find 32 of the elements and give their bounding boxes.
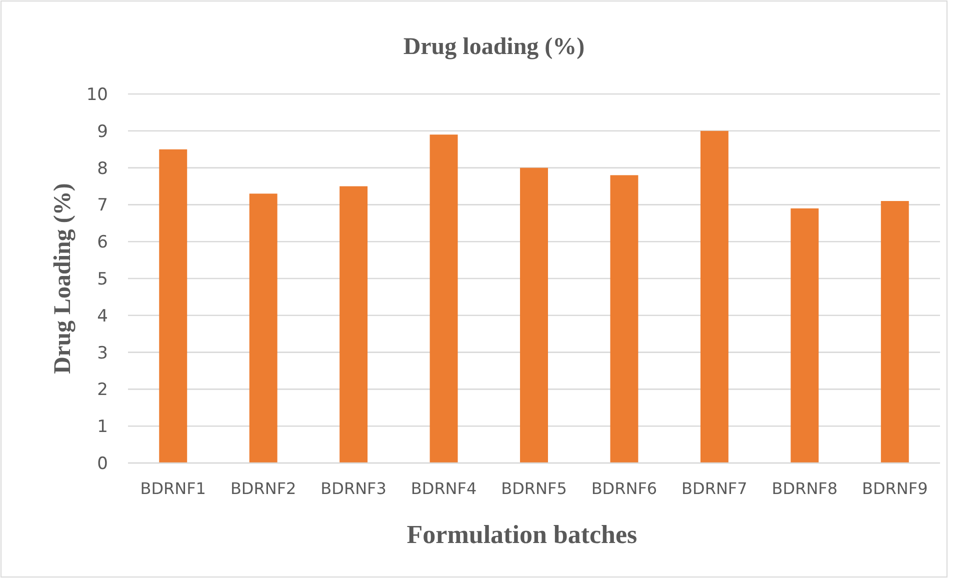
chart-title: Drug loading (%) bbox=[403, 34, 585, 60]
x-tick-label: BDRNF9 bbox=[862, 479, 928, 498]
x-tick-label: BDRNF3 bbox=[320, 479, 386, 498]
x-tick-label: BDRNF7 bbox=[682, 479, 748, 498]
y-tick-label: 5 bbox=[97, 269, 108, 290]
x-tick-label: BDRNF8 bbox=[772, 479, 838, 498]
bar bbox=[340, 186, 368, 463]
bar bbox=[520, 168, 548, 463]
bar bbox=[430, 134, 458, 463]
bar bbox=[610, 175, 638, 463]
bar bbox=[790, 208, 819, 463]
y-tick-label: 9 bbox=[97, 122, 108, 142]
y-tick-label: 0 bbox=[97, 454, 108, 474]
y-tick-label: 10 bbox=[86, 84, 108, 105]
bar bbox=[159, 149, 188, 463]
y-axis-title: Drug Loading (%) bbox=[50, 183, 76, 374]
x-axis-title: Formulation batches bbox=[406, 520, 638, 549]
y-tick-label: 7 bbox=[97, 196, 108, 216]
y-tick-label: 8 bbox=[97, 158, 108, 179]
y-tick-label: 6 bbox=[97, 232, 108, 253]
x-tick-label: BDRNF1 bbox=[140, 479, 206, 498]
bar bbox=[249, 194, 278, 463]
y-tick-label: 2 bbox=[97, 380, 108, 400]
x-tick-label: BDRNF4 bbox=[410, 479, 477, 498]
x-tick-label: BDRNF2 bbox=[230, 479, 296, 498]
bar bbox=[880, 201, 909, 463]
y-tick-label: 1 bbox=[97, 417, 108, 438]
x-tick-label: BDRNF5 bbox=[501, 479, 567, 498]
y-tick-label: 4 bbox=[97, 306, 108, 326]
bar bbox=[700, 130, 728, 463]
y-tick-label: 3 bbox=[97, 343, 108, 364]
x-tick-label: BDRNF6 bbox=[591, 479, 658, 498]
